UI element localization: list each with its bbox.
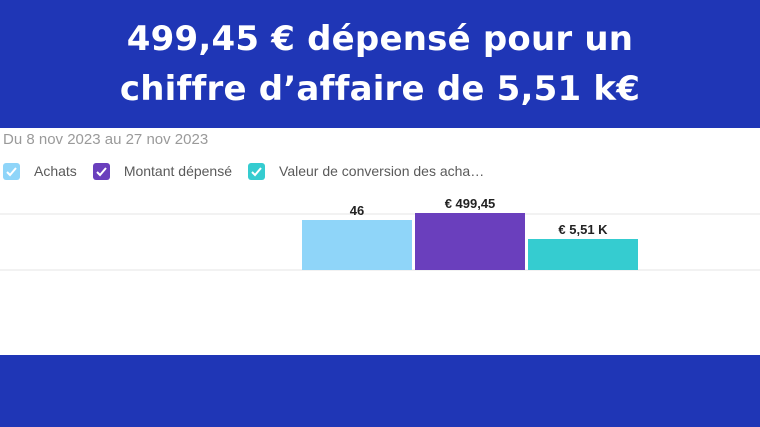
legend-label: Valeur de conversion des acha… [279, 163, 485, 179]
legend-item-valeur-conversion[interactable]: Valeur de conversion des acha… [248, 162, 485, 180]
chart-panel: Du 8 nov 2023 au 27 nov 2023 Achats Mont… [0, 128, 760, 355]
bar-2[interactable] [528, 239, 638, 270]
checkbox-checked-icon[interactable] [3, 162, 20, 180]
headline: 499,45 € dépensé pour un chiffre d’affai… [0, 0, 760, 128]
checkbox-checked-icon[interactable] [248, 162, 266, 180]
legend-item-montant-depense[interactable]: Montant dépensé [92, 162, 233, 180]
bar-data-label-2: € 5,51 K [558, 222, 608, 237]
headline-line-1: 499,45 € dépensé pour un [126, 19, 634, 59]
headline-line-2: chiffre d’affaire de 5,51 k€ [119, 69, 641, 109]
bar-data-label-0: 46 [350, 203, 364, 218]
bar-1[interactable] [415, 213, 525, 270]
legend-label: Montant dépensé [123, 163, 233, 179]
legend-item-achats[interactable]: Achats [3, 162, 77, 180]
bar-chart: 46 € 499,45 € 5,51 K [0, 196, 760, 271]
chart-legend: Achats Montant dépensé Valeur de convers… [3, 161, 500, 181]
date-range: Du 8 nov 2023 au 27 nov 2023 [3, 131, 209, 148]
bar-0[interactable] [302, 220, 412, 270]
bar-data-label-1: € 499,45 [445, 196, 496, 211]
checkbox-checked-icon[interactable] [92, 162, 110, 180]
legend-label: Achats [34, 163, 77, 179]
